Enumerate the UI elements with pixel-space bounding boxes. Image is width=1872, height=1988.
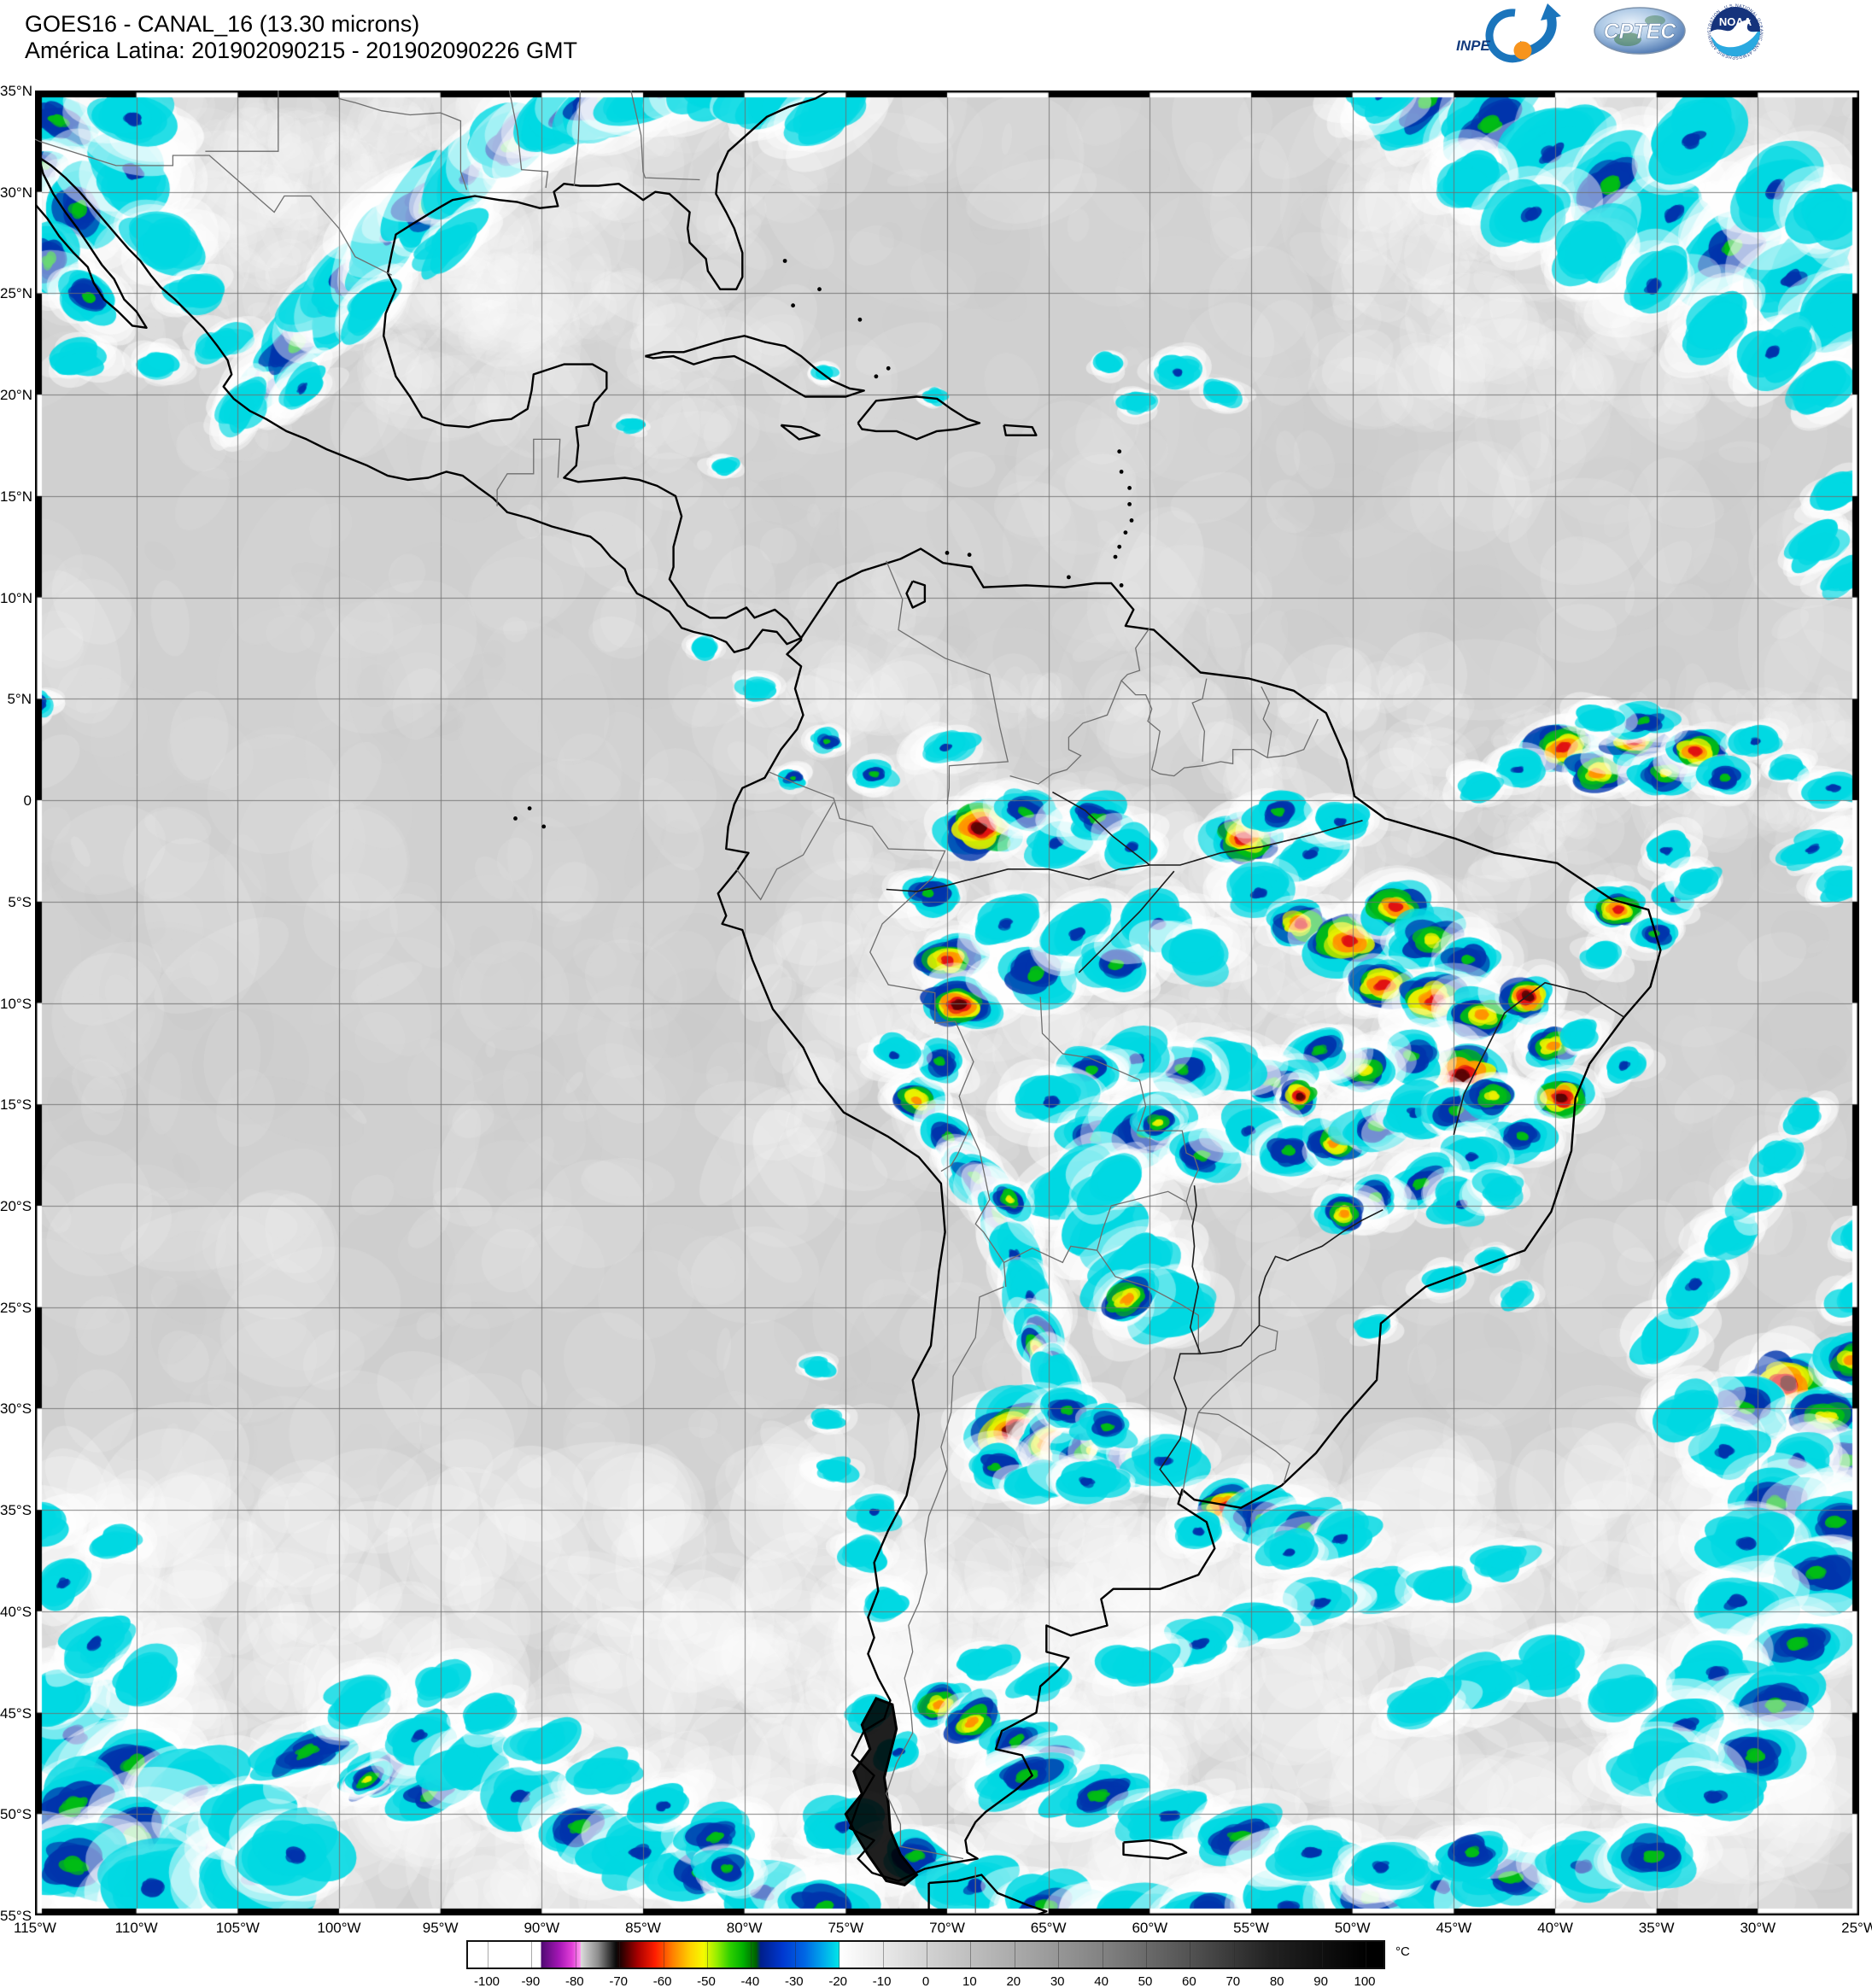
- colorbar-tick-label: -50: [697, 1974, 716, 1988]
- lat-label: 20°S: [0, 1197, 32, 1214]
- lat-label: 0: [23, 792, 32, 810]
- lon-label: 80°W: [726, 1920, 763, 1936]
- lon-label: 105°W: [215, 1920, 260, 1936]
- noaa-bird-icon: [1709, 20, 1758, 48]
- lon-label: 100°W: [317, 1920, 361, 1936]
- lon-label: 60°W: [1132, 1920, 1168, 1936]
- lon-label: 25°W: [1841, 1920, 1872, 1936]
- colorbar-tick-label: 0: [921, 1974, 930, 1988]
- lon-label: 85°W: [625, 1920, 661, 1936]
- colorbar-tick-label: -60: [652, 1974, 672, 1988]
- lon-label: 95°W: [422, 1920, 459, 1936]
- lon-label: 65°W: [1030, 1920, 1067, 1936]
- product-title-line1: GOES16 - CANAL_16 (13.30 microns): [25, 11, 420, 37]
- colorbar-tick-label: -20: [828, 1974, 848, 1988]
- colorbar-unit: °C: [1395, 1944, 1410, 1959]
- noaa-logo: NOAA NATIONAL OCEANIC AND ATMOSPHERIC AD…: [1694, 0, 1766, 62]
- temperature-colorbar: [466, 1940, 1385, 1969]
- colorbar-tick-label: -40: [740, 1974, 760, 1988]
- lat-label: 30°S: [0, 1400, 32, 1418]
- satellite-map: [35, 91, 1859, 1915]
- colorbar-tick-label: 80: [1269, 1974, 1284, 1988]
- inpe-orange-dot: [1513, 41, 1532, 60]
- lon-label: 45°W: [1436, 1920, 1472, 1936]
- colorbar-tick-label: 10: [962, 1974, 977, 1988]
- colorbar-tick-label: 40: [1094, 1974, 1109, 1988]
- lon-label: 90°W: [524, 1920, 560, 1936]
- lat-label: 40°S: [0, 1603, 32, 1620]
- colorbar-tick: [1146, 1942, 1147, 1968]
- lat-label: 10°N: [0, 589, 32, 606]
- lon-label: 35°W: [1638, 1920, 1675, 1936]
- lat-label: 30°N: [0, 184, 32, 201]
- colorbar-tick-label: -90: [521, 1974, 541, 1988]
- lat-label: 5°S: [8, 893, 32, 910]
- colorbar-tick-label: 30: [1050, 1974, 1065, 1988]
- lat-label: 5°N: [7, 691, 32, 708]
- colorbar-tick: [707, 1942, 708, 1968]
- colorbar-tick: [531, 1942, 533, 1968]
- colorbar-tick-label: 70: [1226, 1974, 1241, 1988]
- lat-label: 45°S: [0, 1704, 32, 1722]
- lat-label: 25°S: [0, 1299, 32, 1316]
- colorbar-tick-label: -30: [784, 1974, 804, 1988]
- lat-label: 15°S: [0, 1096, 32, 1114]
- colorbar-tick: [751, 1942, 752, 1968]
- lon-label: 110°W: [114, 1920, 158, 1936]
- colorbar-tick: [619, 1942, 621, 1968]
- colorbar-tick: [1233, 1942, 1235, 1968]
- lon-label: 55°W: [1233, 1920, 1269, 1936]
- lon-label: 115°W: [14, 1920, 56, 1936]
- colorbar-tick-label: 90: [1313, 1974, 1328, 1988]
- product-title-line2: América Latina: 201902090215 - 201902090…: [25, 38, 577, 63]
- colorbar-tick: [1058, 1942, 1060, 1968]
- colorbar-tick: [882, 1942, 884, 1968]
- colorbar-tick-label: -10: [872, 1974, 892, 1988]
- lat-label: 10°S: [0, 995, 32, 1012]
- lat-label: 35°N: [0, 83, 32, 99]
- colorbar-tick-label: -70: [609, 1974, 629, 1988]
- inpe-logo: INPE: [1456, 3, 1561, 63]
- lon-label: 75°W: [828, 1920, 864, 1936]
- lon-label: 50°W: [1334, 1920, 1371, 1936]
- colorbar-tick: [1321, 1942, 1323, 1968]
- colorbar-tick-label: 50: [1138, 1974, 1153, 1988]
- colorbar-tick-label: 100: [1354, 1974, 1376, 1988]
- cptec-logo: CPTEC: [1594, 7, 1686, 55]
- colorbar-tick-label: -100: [473, 1974, 500, 1988]
- lat-label: 20°N: [0, 387, 32, 404]
- cptec-logo-text: CPTEC: [1604, 20, 1677, 44]
- product-title: GOES16 - CANAL_16 (13.30 microns) Améric…: [25, 11, 577, 64]
- lat-label: 50°S: [0, 1806, 32, 1823]
- inpe-logo-text: INPE: [1456, 38, 1490, 54]
- satellite-image-canvas: [35, 91, 1859, 1915]
- lat-label: 25°N: [0, 285, 32, 302]
- lon-label: 70°W: [929, 1920, 965, 1936]
- colorbar-tick: [794, 1942, 796, 1968]
- noaa-logo-text: NOAA: [1719, 15, 1752, 28]
- lon-label: 30°W: [1740, 1920, 1776, 1936]
- colorbar-tick: [970, 1942, 972, 1968]
- lon-label: 40°W: [1537, 1920, 1573, 1936]
- lat-label: 35°S: [0, 1502, 32, 1519]
- colorbar-tick-label: -80: [565, 1974, 584, 1988]
- lat-label: 55°S: [0, 1908, 32, 1924]
- lat-label: 15°N: [0, 488, 32, 505]
- colorbar-tick-label: 20: [1006, 1974, 1021, 1988]
- colorbar-tick-label: 60: [1182, 1974, 1196, 1988]
